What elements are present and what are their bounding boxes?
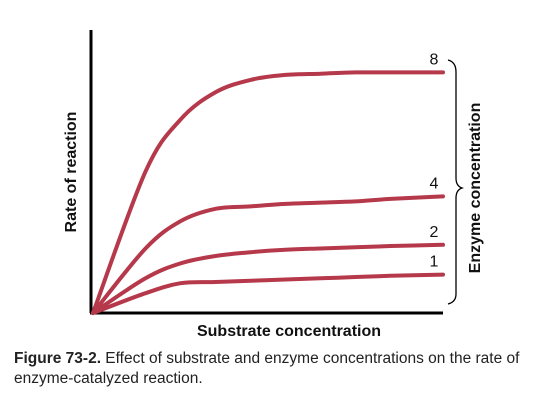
series-label-2: 2 <box>430 224 439 241</box>
series-label-1: 1 <box>430 254 439 271</box>
figure-caption: Figure 73-2. Effect of substrate and enz… <box>14 349 534 389</box>
series-label-8: 8 <box>430 51 439 68</box>
caption-text: Effect of substrate and enzyme concentra… <box>14 350 520 387</box>
caption-label: Figure 73-2. <box>14 350 101 367</box>
y-axis-label: Rate of reaction <box>63 112 80 233</box>
series-label-4: 4 <box>430 175 439 192</box>
series-labels: 8 4 2 1 <box>430 51 439 270</box>
series-line-2 <box>91 242 445 315</box>
series-line-1 <box>91 272 445 315</box>
brace-label: Enzyme concentration <box>467 103 484 274</box>
chart-area: 8 4 2 1 Rate of reaction Substrate concentr… <box>63 30 484 340</box>
series-line-8 <box>91 70 445 315</box>
series-line-4 <box>91 194 445 315</box>
enzyme-brace <box>447 59 465 305</box>
series-lines <box>91 70 445 315</box>
x-axis-label: Substrate concentration <box>197 323 381 340</box>
